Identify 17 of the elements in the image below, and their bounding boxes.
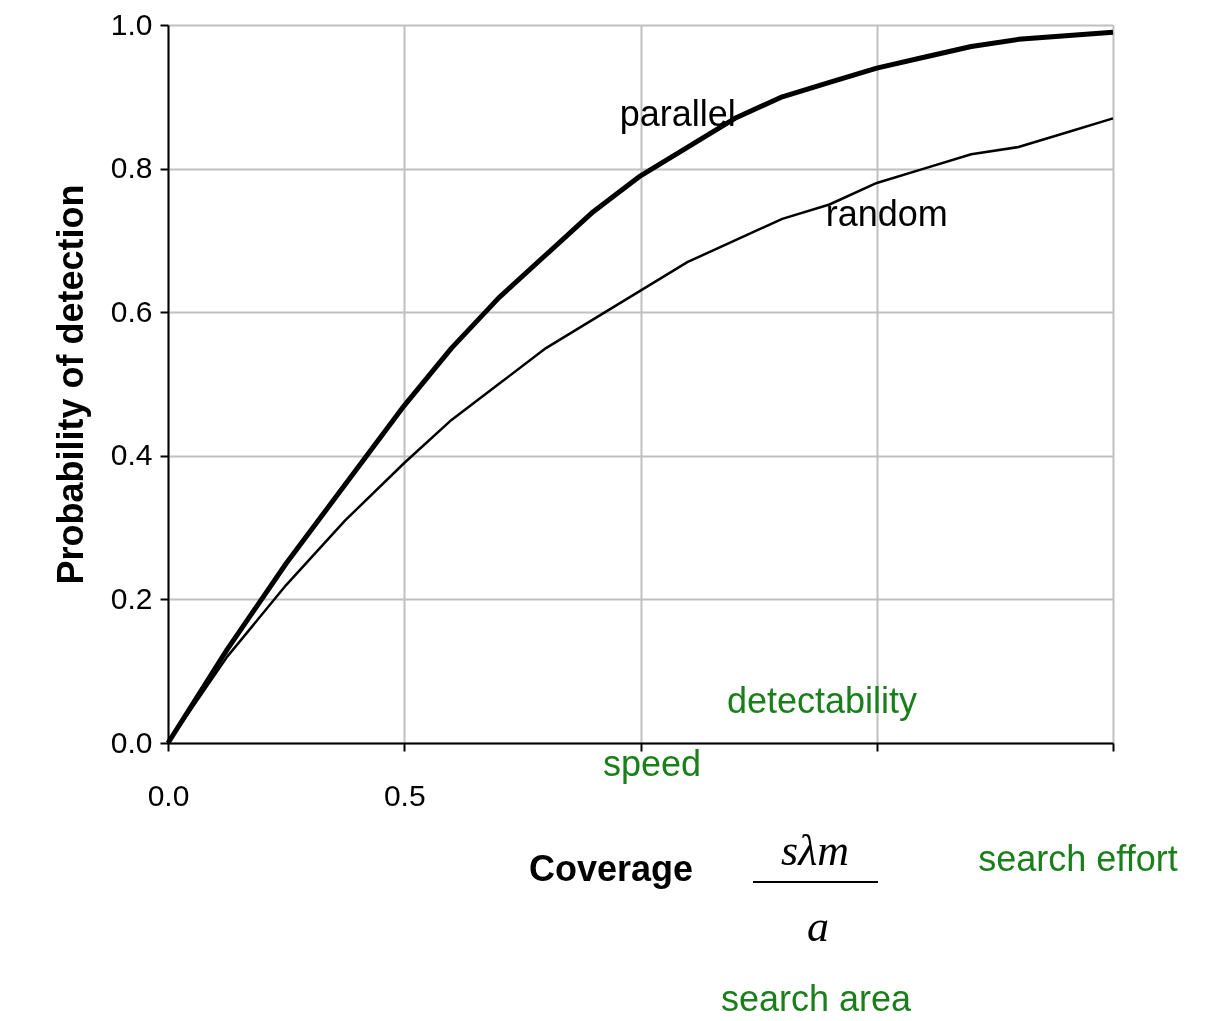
text: search effort <box>978 838 1178 879</box>
y-tick-label: 0.2 <box>110 581 153 615</box>
x-tick-label: 0.5 <box>383 778 426 812</box>
annotation: speed <box>602 743 702 784</box>
series-label: random <box>825 192 948 234</box>
text: search area <box>720 978 913 1019</box>
annotation: detectability <box>726 680 918 721</box>
series-label: parallel <box>619 93 736 135</box>
text: a <box>807 902 829 951</box>
y-tick-label: 0.6 <box>110 294 153 328</box>
text: sλm <box>781 826 849 875</box>
y-tick-label: 0.8 <box>110 151 153 185</box>
y-tick-label: 0.0 <box>110 725 153 759</box>
x-axis-title: Coverage <box>528 848 693 889</box>
y-tick-label: 0.4 <box>110 438 153 472</box>
y-axis-title: Probability of detection <box>49 184 91 585</box>
y-tick-label: 1.0 <box>110 7 153 41</box>
